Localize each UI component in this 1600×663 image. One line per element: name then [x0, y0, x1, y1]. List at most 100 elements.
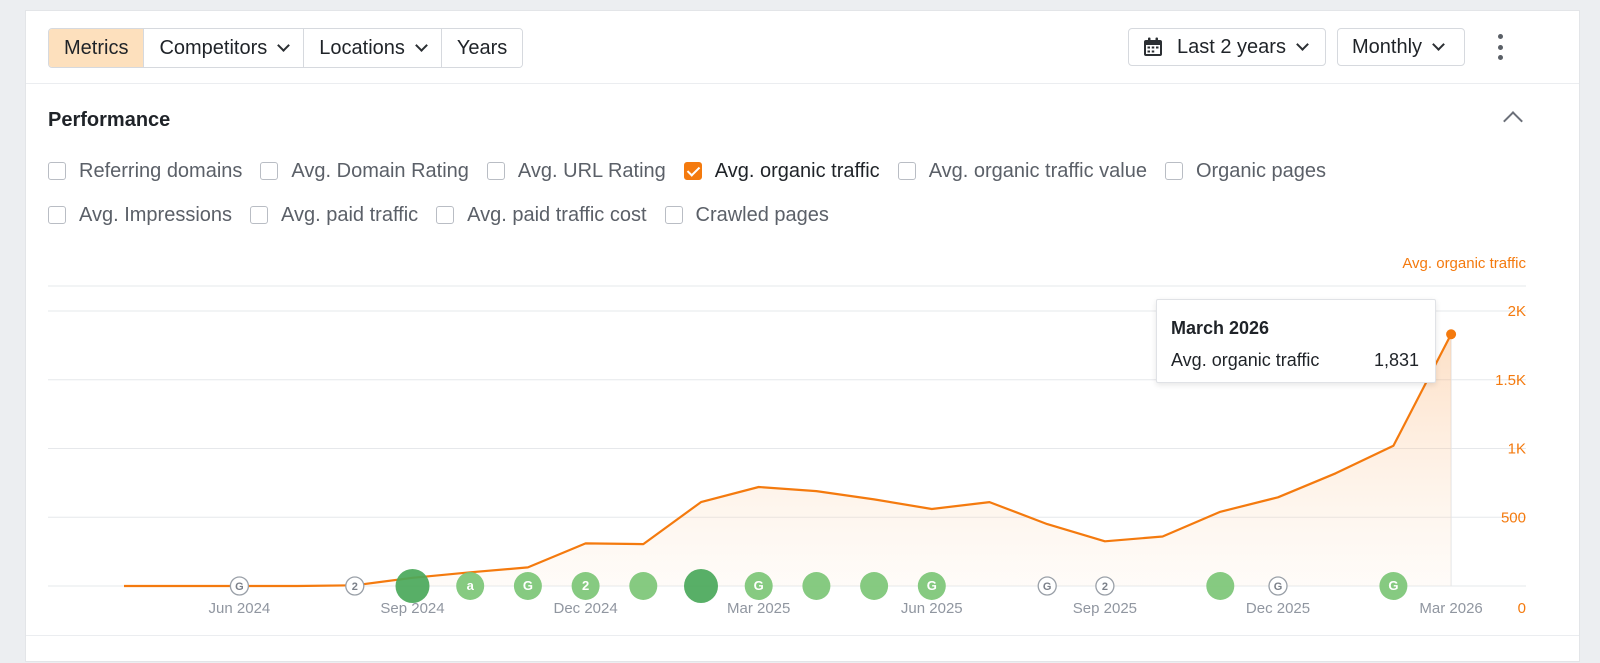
event-marker	[345, 576, 365, 596]
event-marker-label: G	[927, 578, 937, 593]
metric-toggle[interactable]: Organic pages	[1164, 159, 1327, 183]
checkbox[interactable]	[48, 162, 66, 180]
tab-years-label: Years	[456, 36, 508, 59]
performance-card: Metrics Competitors Locations Years	[25, 10, 1580, 662]
metric-label: Avg. Domain Rating	[291, 159, 469, 182]
tooltip-value: 1,831	[1373, 350, 1419, 370]
x-tick-label: Sep 2024	[380, 600, 444, 617]
checkbox[interactable]	[1164, 162, 1183, 180]
granularity-dropdown[interactable]: Monthly	[1337, 28, 1465, 66]
x-tick-label: Jun 2024	[209, 600, 271, 617]
metric-label: Avg. paid traffic cost	[467, 203, 647, 226]
tab-locations[interactable]: Locations	[304, 29, 442, 67]
metric-toggle[interactable]: Crawled pages	[664, 203, 829, 227]
y-tick-label: 1K	[1508, 441, 1526, 458]
checkbox-checked[interactable]	[683, 162, 702, 180]
metric-label: Avg. paid traffic	[281, 203, 419, 226]
metric-label: Organic pages	[1195, 159, 1327, 182]
y-tick-label: 0	[1518, 600, 1526, 617]
checkbox[interactable]	[486, 162, 505, 180]
tooltip-title: March 2026	[1171, 318, 1270, 338]
event-marker-label: 2	[352, 581, 358, 593]
event-marker	[860, 572, 889, 600]
metric-toggle[interactable]: Avg. paid traffic	[250, 204, 418, 227]
event-marker-label: a	[467, 578, 475, 593]
x-tick-label: Sep 2025	[1073, 600, 1137, 617]
tooltip-label: Avg. organic traffic	[1171, 350, 1320, 370]
x-tick-label: Dec 2024	[553, 600, 617, 617]
metric-toggle[interactable]: Avg. paid traffic cost	[436, 203, 647, 227]
section-title: Performance	[48, 109, 171, 131]
event-marker-label: G	[523, 578, 533, 593]
tab-competitors[interactable]: Competitors	[144, 29, 305, 67]
series-area	[124, 334, 1452, 586]
tab-years[interactable]: Years	[441, 29, 523, 67]
tab-competitors-label: Competitors	[159, 36, 268, 59]
event-marker	[571, 572, 600, 600]
event-marker	[1206, 572, 1235, 600]
metric-toggle[interactable]: Avg. Domain Rating	[260, 160, 469, 183]
event-marker	[1268, 576, 1288, 596]
more-vertical-icon[interactable]	[1490, 34, 1510, 60]
tab-locations-label: Locations	[319, 36, 405, 59]
y-tick-label: 1.5K	[1495, 372, 1526, 389]
metric-toggle[interactable]: Referring domains	[48, 160, 242, 183]
metric-label: Avg. Impressions	[79, 203, 233, 226]
event-marker-label: 2	[1102, 581, 1108, 593]
event-marker	[802, 572, 831, 600]
toolbar: Metrics Competitors Locations Years	[26, 11, 1579, 84]
granularity-label: Monthly	[1352, 35, 1423, 58]
metric-toggle[interactable]: Avg. URL Rating	[486, 159, 666, 183]
event-marker	[1095, 576, 1115, 596]
metric-label: Avg. URL Rating	[517, 159, 666, 182]
divider	[26, 635, 1579, 636]
y-axis-title: Avg. organic traffic	[1402, 255, 1526, 272]
event-marker-label: 2	[582, 578, 589, 593]
event-marker	[1379, 572, 1408, 600]
tab-metrics-label: Metrics	[64, 36, 129, 59]
date-range-label: Last 2 years	[1177, 35, 1286, 58]
x-tick-label: Mar 2026	[1419, 600, 1482, 617]
metric-label: Avg. organic traffic value	[928, 159, 1147, 182]
event-marker	[395, 569, 430, 603]
tab-metrics[interactable]: Metrics	[49, 29, 145, 67]
event-marker-label: G	[1388, 578, 1398, 593]
event-marker	[917, 572, 946, 600]
event-marker	[229, 576, 250, 596]
metric-toggle[interactable]: Avg. Impressions	[48, 204, 232, 227]
checkbox[interactable]	[260, 162, 279, 180]
y-tick-label: 500	[1501, 509, 1526, 526]
metric-toggles-row-2: Avg. Impressions Avg. paid traffic Avg. …	[48, 202, 847, 228]
checkbox[interactable]	[48, 206, 66, 224]
checkbox[interactable]	[664, 206, 683, 224]
checkbox[interactable]	[436, 206, 455, 224]
metric-label: Avg. organic traffic	[714, 159, 880, 182]
event-marker-label: G	[754, 578, 764, 593]
metric-toggle[interactable]: Avg. organic traffic	[683, 159, 880, 183]
event-marker	[513, 572, 542, 600]
traffic-chart: Avg. organic traffic 0 500 1K 1.5K 2K Jun 2024…	[48, 255, 1526, 617]
date-range-dropdown[interactable]: Last 2 years	[1128, 28, 1326, 66]
x-tick-label: Jun 2025	[901, 600, 963, 617]
x-tick-label: Mar 2025	[727, 600, 790, 617]
metric-label: Crawled pages	[695, 203, 829, 226]
data-point	[1446, 329, 1457, 340]
metric-toggle[interactable]: Avg. organic traffic value	[897, 159, 1147, 183]
event-marker	[629, 572, 658, 600]
event-marker-label: G	[235, 581, 244, 593]
checkbox[interactable]	[250, 206, 269, 224]
view-segmented-control: Metrics Competitors Locations Years	[48, 28, 524, 68]
event-marker	[456, 572, 485, 600]
event-marker-label: G	[1274, 581, 1283, 593]
event-marker	[744, 572, 773, 600]
checkbox[interactable]	[897, 162, 916, 180]
y-tick-label: 2K	[1508, 303, 1526, 320]
metric-toggles-row-1: Referring domains Avg. Domain Rating Avg…	[48, 158, 1344, 184]
event-marker	[684, 569, 718, 603]
calendar-icon	[1144, 37, 1162, 56]
event-marker-label: G	[1043, 581, 1052, 593]
chart-tooltip: March 2026 Avg. organic traffic 1,831	[1156, 299, 1436, 383]
metric-label: Referring domains	[79, 159, 243, 182]
x-tick-label: Dec 2025	[1246, 600, 1310, 617]
event-marker	[1037, 576, 1057, 596]
